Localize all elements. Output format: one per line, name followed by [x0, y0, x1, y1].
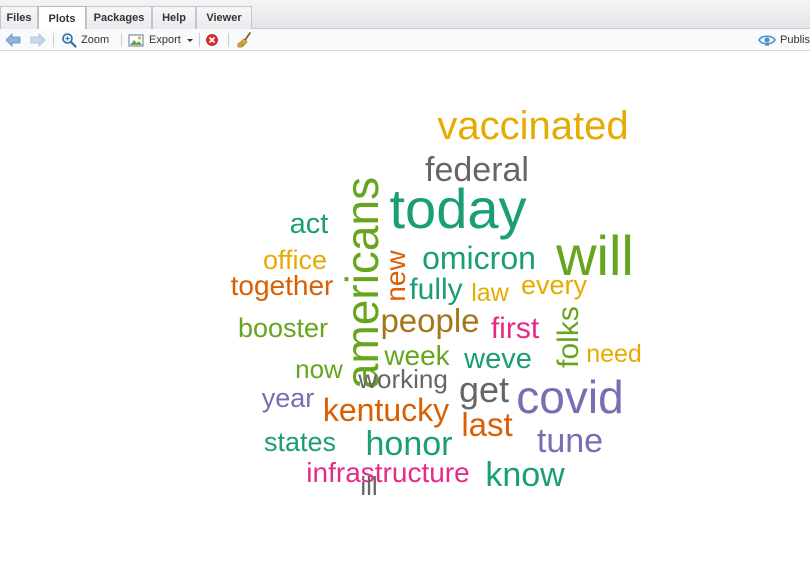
arrow-left-icon: [5, 33, 21, 47]
forward-button[interactable]: [30, 31, 46, 49]
toolbar-divider: [228, 33, 229, 47]
export-label: Export: [149, 34, 181, 46]
word-vaccinated: vaccinated: [437, 104, 628, 148]
arrow-right-icon: [30, 33, 46, 47]
word-honor: honor: [366, 425, 453, 463]
word-covid: covid: [516, 371, 623, 423]
word-every: every: [521, 270, 588, 300]
word-weve: weve: [463, 343, 532, 375]
word-first: first: [491, 312, 540, 345]
word-week: week: [383, 340, 450, 371]
back-button[interactable]: [5, 31, 21, 49]
word-get: get: [459, 369, 509, 410]
tab-label: Viewer: [206, 12, 242, 24]
word-year: year: [262, 383, 315, 413]
word-kentucky: kentucky: [323, 392, 449, 428]
word-fully: fully: [409, 273, 462, 306]
word-omicron: omicron: [422, 240, 536, 276]
word-need: need: [586, 340, 642, 368]
tab-files[interactable]: Files: [0, 6, 38, 29]
word-infrastructure: infrastructure: [306, 457, 469, 488]
word-tune: tune: [537, 422, 603, 460]
plots-toolbar: Zoom Export Publish: [0, 29, 810, 51]
word-office: office: [263, 245, 327, 275]
word-people: people: [380, 302, 479, 339]
clear-all-plots-button[interactable]: [236, 31, 254, 49]
toolbar-divider: [199, 33, 200, 47]
tab-packages[interactable]: Packages: [86, 6, 152, 29]
word-new: new: [380, 250, 411, 302]
zoom-label: Zoom: [81, 34, 110, 46]
tab-label: Files: [6, 12, 32, 24]
word-ill: ill: [360, 471, 377, 501]
toolbar-divider: [53, 33, 54, 47]
publish-label: Publish: [780, 34, 810, 46]
toolbar-divider: [121, 33, 122, 47]
word-folks: folks: [552, 306, 585, 368]
word-act: act: [290, 208, 329, 240]
word-working: working: [357, 364, 448, 394]
word-federal: federal: [425, 151, 529, 189]
tab-plots[interactable]: Plots: [38, 6, 86, 30]
plot-viewer: vaccinated federal today americans act will of…: [0, 51, 810, 559]
zoom-button[interactable]: Zoom: [61, 31, 109, 49]
remove-plot-button[interactable]: [205, 31, 219, 49]
export-image-icon: [128, 34, 144, 46]
word-last: last: [461, 406, 512, 443]
tab-viewer[interactable]: Viewer: [196, 6, 252, 29]
tab-help[interactable]: Help: [152, 6, 196, 29]
tab-label: Help: [162, 12, 186, 24]
word-booster: booster: [238, 313, 328, 343]
broom-icon: [237, 32, 251, 48]
publish-icon: [758, 35, 776, 46]
publish-button[interactable]: Publish: [758, 31, 810, 49]
tab-label: Plots: [48, 12, 76, 25]
word-know: know: [485, 456, 565, 494]
word-states: states: [264, 427, 336, 457]
word-together: together: [231, 270, 334, 301]
word-americans: americans: [336, 177, 388, 389]
export-dropdown-button[interactable]: Export: [128, 31, 195, 49]
word-today: today: [390, 177, 527, 240]
remove-circle-icon: [206, 34, 218, 46]
word-now: now: [295, 354, 343, 384]
word-law: law: [471, 279, 509, 307]
caret-down-icon: [186, 39, 193, 42]
zoom-icon: [62, 33, 77, 48]
tab-label: Packages: [93, 12, 145, 24]
pane-tab-bar: Files Plots Packages Help Viewer: [0, 0, 810, 30]
word-will: will: [555, 224, 634, 287]
